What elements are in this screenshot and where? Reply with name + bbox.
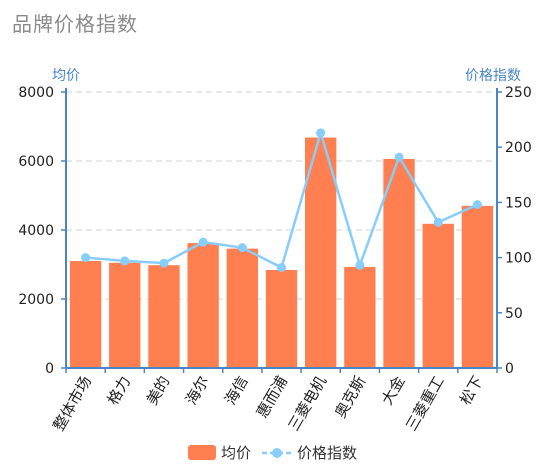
bar[interactable] xyxy=(69,261,102,368)
y-axis-right-title: 价格指数 xyxy=(465,68,521,84)
x-category-label: 美的 xyxy=(143,373,174,408)
y-right-tick-label: 100 xyxy=(505,251,532,267)
line-series-price-index xyxy=(81,128,482,273)
bar[interactable] xyxy=(305,137,337,368)
bar[interactable] xyxy=(148,265,180,368)
bar[interactable] xyxy=(461,205,494,368)
x-category-label: 松下 xyxy=(456,373,487,408)
legend-line-label: 价格指数 xyxy=(297,444,357,462)
bar[interactable] xyxy=(422,223,454,368)
y-right-tick-label: 0 xyxy=(505,361,514,377)
legend-line-marker xyxy=(272,448,282,458)
y-right-tick-label: 250 xyxy=(505,85,532,101)
y-right-tick-label: 150 xyxy=(505,195,532,211)
line-point[interactable] xyxy=(277,263,286,273)
x-category-label: 海尔 xyxy=(182,373,213,408)
bar[interactable] xyxy=(344,266,376,368)
x-category-label: 格力 xyxy=(104,373,135,408)
x-category-label: 三菱电机 xyxy=(285,373,331,434)
line-point[interactable] xyxy=(120,256,130,266)
line-point[interactable] xyxy=(198,237,208,247)
axes xyxy=(61,88,502,373)
legend-bar-swatch xyxy=(188,445,216,460)
x-category-label: 惠而浦 xyxy=(253,373,291,421)
y-left-tick-label: 8000 xyxy=(18,85,54,101)
line-point[interactable] xyxy=(355,260,365,270)
y-left-tick-label: 4000 xyxy=(18,223,54,239)
bar[interactable] xyxy=(265,270,298,368)
x-category-label: 三菱重工 xyxy=(402,373,448,434)
y-right-tick-label: 200 xyxy=(505,140,532,156)
bar[interactable] xyxy=(383,158,415,368)
line-point[interactable] xyxy=(159,258,169,268)
y-left-tick-label: 6000 xyxy=(18,154,54,170)
line-point[interactable] xyxy=(472,200,482,210)
y-left-tick-label: 0 xyxy=(45,361,54,377)
y-left-tick-label: 2000 xyxy=(18,292,54,308)
line-point[interactable] xyxy=(433,217,443,227)
x-category-label: 奥克斯 xyxy=(331,373,369,421)
line-point[interactable] xyxy=(237,243,247,253)
x-category-label: 海信 xyxy=(221,373,252,408)
bar[interactable] xyxy=(187,243,219,368)
bar[interactable] xyxy=(109,262,141,368)
line-point[interactable] xyxy=(81,253,91,263)
y-axis-left-title: 均价 xyxy=(52,68,80,84)
x-category-label: 大金 xyxy=(378,373,409,408)
bar-series-avg-price xyxy=(69,137,494,368)
bar[interactable] xyxy=(226,248,258,368)
line-point[interactable] xyxy=(316,128,326,138)
x-category-label: 整体市场 xyxy=(49,373,95,434)
legend-bar-label: 均价 xyxy=(221,444,251,462)
line-point[interactable] xyxy=(394,152,404,162)
page-title: 品牌价格指数 xyxy=(12,12,138,36)
price-index-line xyxy=(85,128,478,270)
legend[interactable]: 均价 价格指数 xyxy=(188,444,357,462)
y-right-tick-label: 50 xyxy=(505,306,523,322)
